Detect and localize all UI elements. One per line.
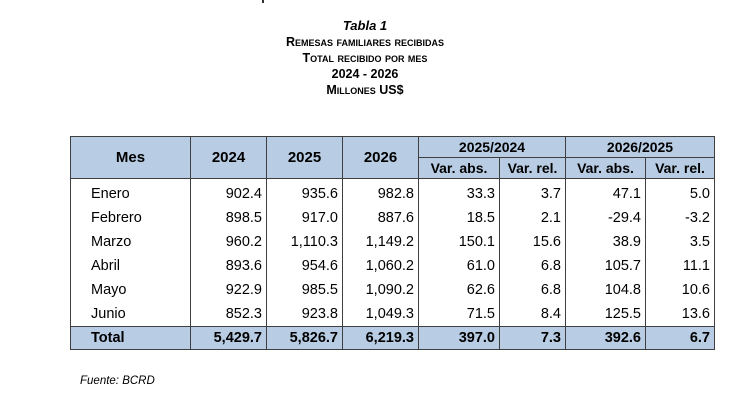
table-row: Junio 852.3 923.8 1,049.3 71.5 8.4 125.5… — [70, 302, 715, 327]
table-units: Millones US$ — [0, 82, 730, 98]
total-var-abs-2: 392.6 — [565, 326, 646, 350]
cell-2026: 1,049.3 — [342, 302, 419, 327]
cell-mes: Mayo — [70, 278, 191, 302]
table-subtitle: Total recibido por mes — [0, 50, 730, 66]
table-row: Abril 893.6 954.6 1,060.2 61.0 6.8 105.7… — [70, 254, 715, 278]
table-units-text: Millones US$ — [326, 83, 404, 97]
cell-mes: Febrero — [70, 206, 191, 230]
cell-2026: 1,090.2 — [342, 278, 419, 302]
cell-var-abs-2: 125.5 — [565, 302, 646, 327]
header-var-rel-2: Var. rel. — [645, 157, 715, 179]
cell-var-abs-1: 61.0 — [418, 254, 500, 278]
header-2026: 2026 — [342, 136, 419, 179]
cell-var-rel-2: 3.5 — [645, 230, 715, 254]
total-2026: 6,219.3 — [342, 326, 419, 350]
table-subtitle-text: Total recibido por mes — [302, 51, 428, 65]
cell-var-rel-1: 6.8 — [499, 278, 566, 302]
total-var-rel-1: 7.3 — [499, 326, 566, 350]
cell-2024: 898.5 — [190, 206, 267, 230]
header-var-rel-1: Var. rel. — [499, 157, 566, 179]
cell-var-rel-2: 10.6 — [645, 278, 715, 302]
table-title-text: Remesas familiares recibidas — [286, 35, 444, 49]
table-period: 2024 - 2026 — [331, 67, 399, 81]
table-number: Tabla 1 — [342, 18, 388, 33]
total-2024: 5,429.7 — [190, 326, 267, 350]
cell-var-abs-1: 18.5 — [418, 206, 500, 230]
cell-var-abs-1: 62.6 — [418, 278, 500, 302]
cell-2025: 985.5 — [266, 278, 343, 302]
remittances-table: Mes 2024 2025 2026 2025/2024 2026/2025 V… — [70, 136, 715, 350]
cell-2024: 960.2 — [190, 230, 267, 254]
table-row: Marzo 960.2 1,110.3 1,149.2 150.1 15.6 3… — [70, 230, 715, 254]
cell-var-rel-1: 2.1 — [499, 206, 566, 230]
header-2024: 2024 — [190, 136, 267, 179]
cell-var-rel-2: 11.1 — [645, 254, 715, 278]
cell-2024: 852.3 — [190, 302, 267, 327]
table-row: Enero 902.4 935.6 982.8 33.3 3.7 47.1 5.… — [70, 178, 715, 206]
cell-2025: 923.8 — [266, 302, 343, 327]
cell-var-abs-1: 71.5 — [418, 302, 500, 327]
cell-2024: 893.6 — [190, 254, 267, 278]
cell-var-rel-2: -3.2 — [645, 206, 715, 230]
total-label: Total — [70, 326, 191, 350]
table-row: Mayo 922.9 985.5 1,090.2 62.6 6.8 104.8 … — [70, 278, 715, 302]
cell-var-abs-1: 33.3 — [418, 178, 500, 206]
source-note: Fuente: BCRD — [80, 375, 155, 387]
table-caption: Tabla 1 Remesas familiares recibidas Tot… — [0, 18, 730, 98]
cell-var-rel-1: 3.7 — [499, 178, 566, 206]
cell-2026: 1,060.2 — [342, 254, 419, 278]
cell-var-rel-1: 15.6 — [499, 230, 566, 254]
cell-var-abs-2: -29.4 — [565, 206, 646, 230]
header-group-2026-2025: 2026/2025 — [565, 136, 715, 158]
cell-2024: 902.4 — [190, 178, 267, 206]
total-var-rel-2: 6.7 — [645, 326, 715, 350]
cell-2026: 1,149.2 — [342, 230, 419, 254]
total-2025: 5,826.7 — [266, 326, 343, 350]
cell-2025: 935.6 — [266, 178, 343, 206]
cell-var-rel-1: 8.4 — [499, 302, 566, 327]
cell-var-abs-2: 104.8 — [565, 278, 646, 302]
header-2025: 2025 — [266, 136, 343, 179]
cell-2025: 917.0 — [266, 206, 343, 230]
table-row: Febrero 898.5 917.0 887.6 18.5 2.1 -29.4… — [70, 206, 715, 230]
table-total-row: Total 5,429.7 5,826.7 6,219.3 397.0 7.3 … — [70, 326, 715, 350]
cell-2025: 954.6 — [266, 254, 343, 278]
header-var-abs-2: Var. abs. — [565, 157, 646, 179]
cell-var-rel-2: 5.0 — [645, 178, 715, 206]
header-mes: Mes — [70, 136, 191, 179]
top-edge-mark — [262, 0, 264, 3]
total-var-abs-1: 397.0 — [418, 326, 500, 350]
cell-mes: Enero — [70, 178, 191, 206]
cell-2026: 982.8 — [342, 178, 419, 206]
cell-var-abs-2: 38.9 — [565, 230, 646, 254]
table-title: Remesas familiares recibidas — [0, 34, 730, 50]
cell-mes: Junio — [70, 302, 191, 327]
cell-2026: 887.6 — [342, 206, 419, 230]
cell-var-abs-2: 105.7 — [565, 254, 646, 278]
cell-var-rel-1: 6.8 — [499, 254, 566, 278]
cell-mes: Abril — [70, 254, 191, 278]
cell-var-rel-2: 13.6 — [645, 302, 715, 327]
cell-mes: Marzo — [70, 230, 191, 254]
cell-var-abs-2: 47.1 — [565, 178, 646, 206]
header-group-2025-2024: 2025/2024 — [418, 136, 566, 158]
cell-var-abs-1: 150.1 — [418, 230, 500, 254]
cell-2025: 1,110.3 — [266, 230, 343, 254]
cell-2024: 922.9 — [190, 278, 267, 302]
header-var-abs-1: Var. abs. — [418, 157, 500, 179]
